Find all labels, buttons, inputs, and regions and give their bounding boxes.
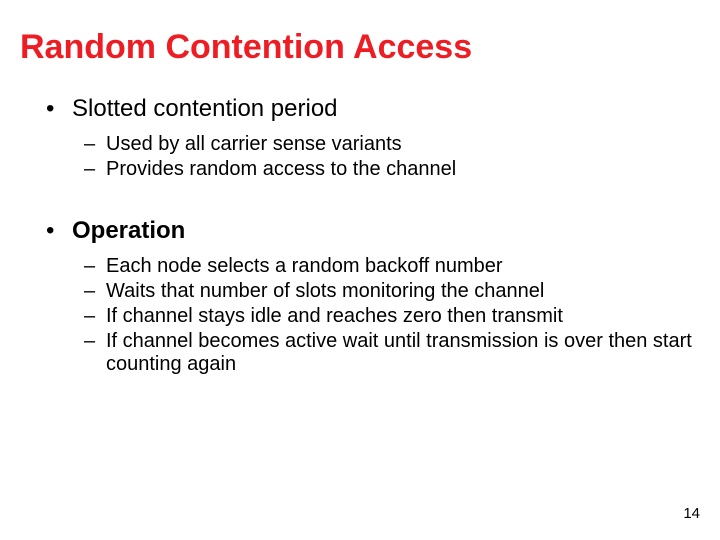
list-item: Provides random access to the channel bbox=[84, 158, 700, 181]
list-item-text: Each node selects a random backoff numbe… bbox=[106, 255, 503, 277]
slide-title: Random Contention Access bbox=[20, 28, 700, 67]
list-item-text: If channel becomes active wait until tra… bbox=[106, 330, 692, 375]
content-list: Slotted contention period Used by all ca… bbox=[46, 95, 700, 376]
slide: Random Contention Access Slotted content… bbox=[0, 0, 720, 540]
list-item: If channel stays idle and reaches zero t… bbox=[84, 305, 700, 328]
list-item: If channel becomes active wait until tra… bbox=[84, 330, 700, 376]
list-item: Waits that number of slots monitoring th… bbox=[84, 280, 700, 303]
list-item: Each node selects a random backoff numbe… bbox=[84, 255, 700, 278]
list-item-text: Provides random access to the channel bbox=[106, 158, 456, 180]
list-item: Used by all carrier sense variants bbox=[84, 133, 700, 156]
list-item-text: If channel stays idle and reaches zero t… bbox=[106, 305, 563, 327]
section-1: Slotted contention period Used by all ca… bbox=[46, 95, 700, 181]
section-2: Operation Each node selects a random bac… bbox=[46, 217, 700, 376]
section-2-heading: Operation bbox=[72, 217, 185, 244]
section-1-sublist: Used by all carrier sense variants Provi… bbox=[84, 133, 700, 181]
section-1-heading: Slotted contention period bbox=[72, 95, 338, 122]
list-item-text: Used by all carrier sense variants bbox=[106, 133, 402, 155]
list-item-text: Waits that number of slots monitoring th… bbox=[106, 280, 544, 302]
page-number: 14 bbox=[683, 505, 700, 522]
section-2-sublist: Each node selects a random backoff numbe… bbox=[84, 255, 700, 376]
